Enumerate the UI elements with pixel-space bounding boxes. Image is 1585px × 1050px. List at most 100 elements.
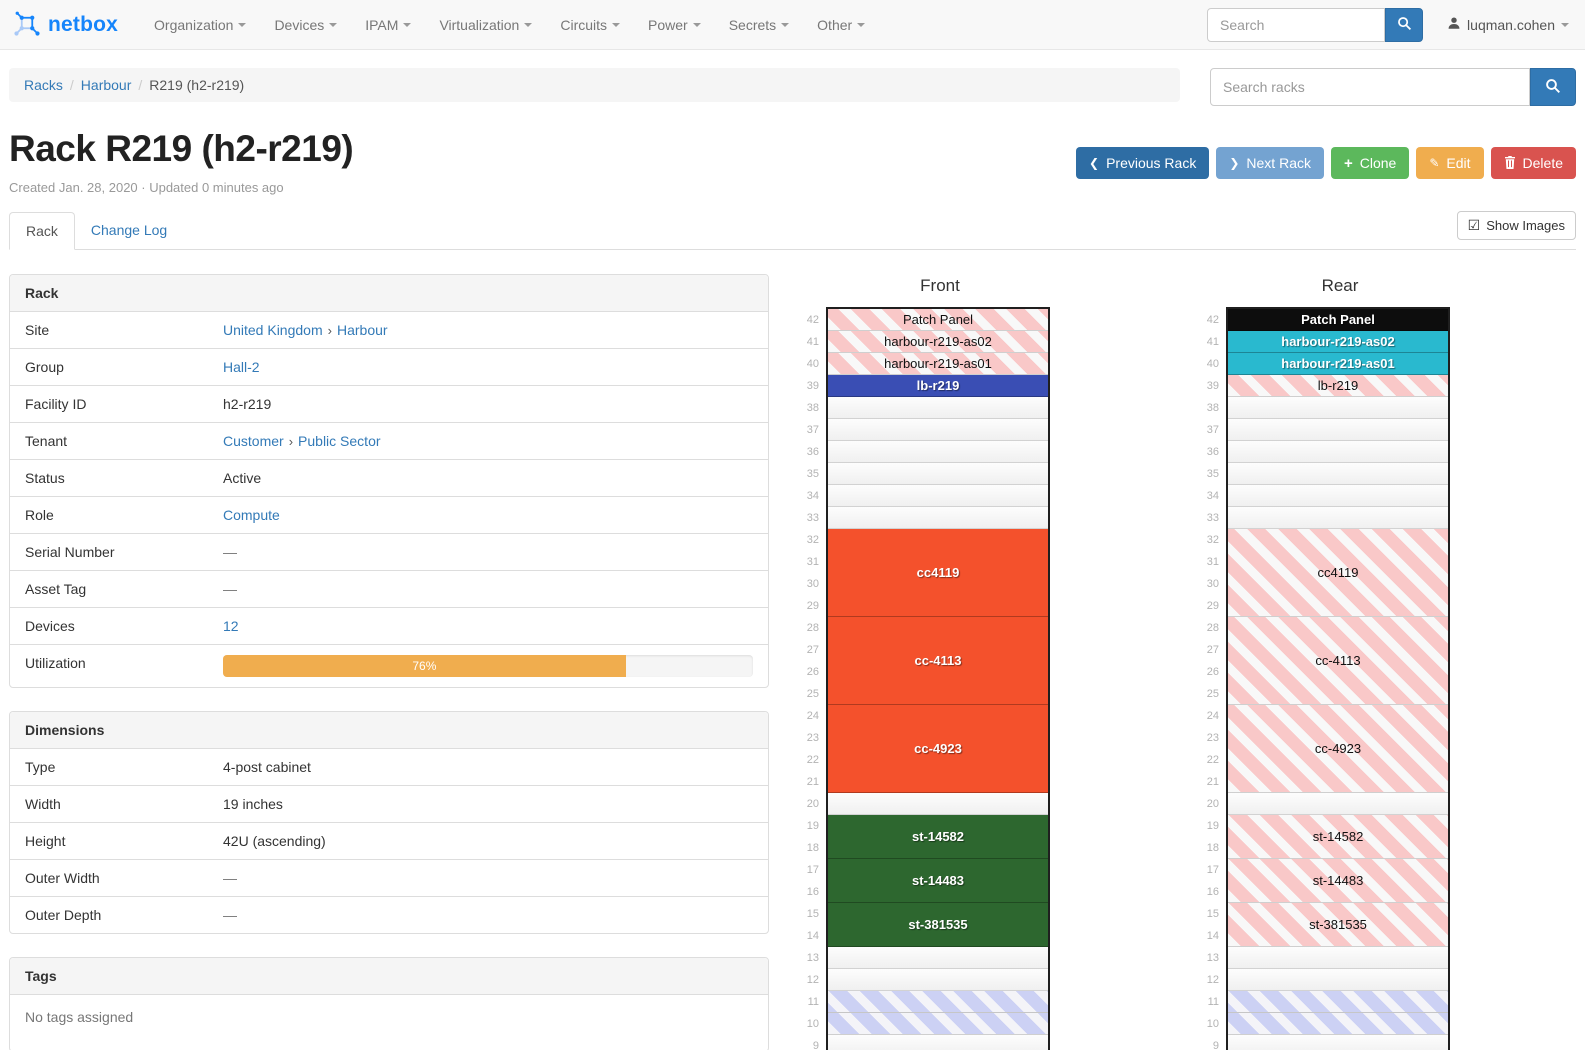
rack-unit-device[interactable]: cc-4923 (1228, 705, 1448, 793)
row-label: Utilization (25, 655, 86, 671)
user-name: luqman.cohen (1467, 16, 1555, 33)
row-label: Devices (25, 618, 75, 634)
rack-unit-device[interactable]: cc4119 (828, 529, 1048, 617)
rack-unit-device[interactable]: harbour-r219-as01 (828, 353, 1048, 375)
rack-unit-device[interactable]: harbour-r219-as01 (1228, 353, 1448, 375)
rack-unit-device[interactable]: cc-4113 (828, 617, 1048, 705)
tab-change-log[interactable]: Change Log (90, 222, 168, 238)
user-menu[interactable]: luqman.cohen (1447, 16, 1573, 33)
row-link[interactable]: United Kingdom (223, 322, 323, 338)
rack-unit-empty (1228, 441, 1448, 463)
unit-number: 15 (806, 908, 819, 920)
device-label: cc-4113 (1315, 653, 1361, 668)
unit-number: 30 (1206, 578, 1219, 590)
angle-right-icon: › (288, 434, 294, 449)
nav-item-label: Organization (154, 16, 234, 33)
unit-number: 18 (1206, 842, 1219, 854)
nav-item-label: Power (648, 16, 688, 33)
row-link[interactable]: Hall-2 (223, 359, 260, 375)
page-meta: Created Jan. 28, 2020 · Updated 0 minute… (9, 180, 284, 195)
rack-actions: ❮ Previous Rack ❯ Next Rack + Clone ✎ Ed… (1076, 147, 1576, 179)
breadcrumb-link[interactable]: Harbour (80, 77, 132, 93)
unit-number: 17 (1206, 864, 1219, 876)
rack-unit-device[interactable]: cc4119 (1228, 529, 1448, 617)
device-label: cc4119 (916, 565, 960, 580)
rack-unit-device[interactable]: Patch Panel (1228, 309, 1448, 331)
utilization-bar-track: 76% (223, 655, 753, 677)
nav-item-devices[interactable]: Devices (260, 2, 351, 48)
tabs: Rack Change Log (9, 212, 183, 250)
row-link[interactable]: Harbour (336, 322, 388, 338)
rack-unit-empty (828, 793, 1048, 815)
netbox-brand[interactable]: netbox (12, 8, 118, 41)
rack-unit-device[interactable]: st-14582 (828, 815, 1048, 859)
row-link[interactable]: Compute (223, 507, 280, 523)
rack-unit-device[interactable]: Patch Panel (828, 309, 1048, 331)
rack-unit-device[interactable]: lb-r219 (828, 375, 1048, 397)
nav-item-virtualization[interactable]: Virtualization (425, 2, 546, 48)
unit-number: 16 (806, 886, 819, 898)
rack-unit-empty (828, 397, 1048, 419)
unit-number: 41 (1206, 336, 1219, 348)
row-value: — (208, 860, 768, 896)
rack-unit-device[interactable]: st-14582 (1228, 815, 1448, 859)
chevron-down-icon (692, 22, 701, 27)
row-value: Customer › Public Sector (208, 423, 768, 459)
tab-rack[interactable]: Rack (9, 212, 75, 250)
rack-unit-device[interactable]: st-381535 (828, 903, 1048, 947)
delete-button[interactable]: Delete (1490, 147, 1576, 179)
nav-item-circuits[interactable]: Circuits (546, 2, 634, 48)
nav-item-secrets[interactable]: Secrets (715, 2, 803, 48)
rack-unit-device[interactable]: lb-r219 (1228, 375, 1448, 397)
row-value: United Kingdom › Harbour (208, 312, 768, 348)
empty-value: — (223, 581, 237, 597)
global-search-input[interactable] (1207, 7, 1386, 42)
row-value: — (208, 897, 768, 933)
tabs-bar: Rack Change Log ☑ Show Images (9, 211, 1576, 250)
rack-unit-device[interactable]: st-14483 (1228, 859, 1448, 903)
row-link[interactable]: Customer (223, 433, 284, 449)
rack-unit-device[interactable]: cc-4113 (1228, 617, 1448, 705)
row-link[interactable]: 12 (223, 618, 239, 634)
chevron-down-icon (329, 22, 338, 27)
table-row: Tenant Customer › Public Sector (10, 422, 768, 459)
unit-number: 31 (1206, 556, 1219, 568)
breadcrumb-link[interactable]: Racks (24, 77, 63, 93)
device-label: st-381535 (908, 917, 968, 932)
rack-search-button[interactable] (1530, 68, 1576, 106)
rack-unit-device[interactable]: st-381535 (1228, 903, 1448, 947)
unit-number: 27 (806, 644, 819, 656)
front-rack-diagram: Patch Panel harbour-r219-as02 harbour-r219… (826, 307, 1050, 1050)
unit-number: 13 (806, 952, 819, 964)
row-label: Site (25, 322, 50, 338)
unit-number: 32 (1206, 534, 1219, 546)
rack-unit-device[interactable]: harbour-r219-as02 (828, 331, 1048, 353)
chevron-down-icon (238, 22, 247, 27)
show-images-button[interactable]: ☑ Show Images (1456, 211, 1576, 240)
unit-number: 15 (1206, 908, 1219, 920)
nav-item-other[interactable]: Other (803, 2, 879, 48)
nav-item-organization[interactable]: Organization (140, 2, 260, 48)
rack-unit-device[interactable]: cc-4923 (828, 705, 1048, 793)
previous-rack-button[interactable]: ❮ Previous Rack (1076, 147, 1210, 179)
row-link[interactable]: Public Sector (298, 433, 381, 449)
front-unit-numbers: 42 41 40 39 38 37 36 35 34 33 32 31 30 29 28 27 26 25 24 23… (800, 307, 826, 1050)
global-search-button[interactable] (1385, 7, 1424, 42)
row-label: Group (25, 359, 64, 375)
clone-button[interactable]: + Clone (1330, 147, 1410, 179)
unit-number: 33 (1206, 512, 1219, 524)
rack-search-input[interactable] (1210, 68, 1530, 106)
brand-name: netbox (48, 12, 119, 36)
edit-button[interactable]: ✎ Edit (1416, 147, 1484, 179)
row-label: Outer Depth (25, 907, 102, 923)
chevron-down-icon (403, 22, 412, 27)
next-rack-button[interactable]: ❯ Next Rack (1216, 147, 1324, 179)
unit-number: 24 (1206, 710, 1219, 722)
rack-unit-device[interactable]: harbour-r219-as02 (1228, 331, 1448, 353)
search-icon (1545, 78, 1561, 97)
nav-item-ipam[interactable]: IPAM (351, 2, 425, 48)
pencil-icon: ✎ (1429, 156, 1440, 170)
chevron-right-icon: ❯ (1229, 156, 1240, 170)
rack-unit-device[interactable]: st-14483 (828, 859, 1048, 903)
nav-item-power[interactable]: Power (634, 2, 715, 48)
